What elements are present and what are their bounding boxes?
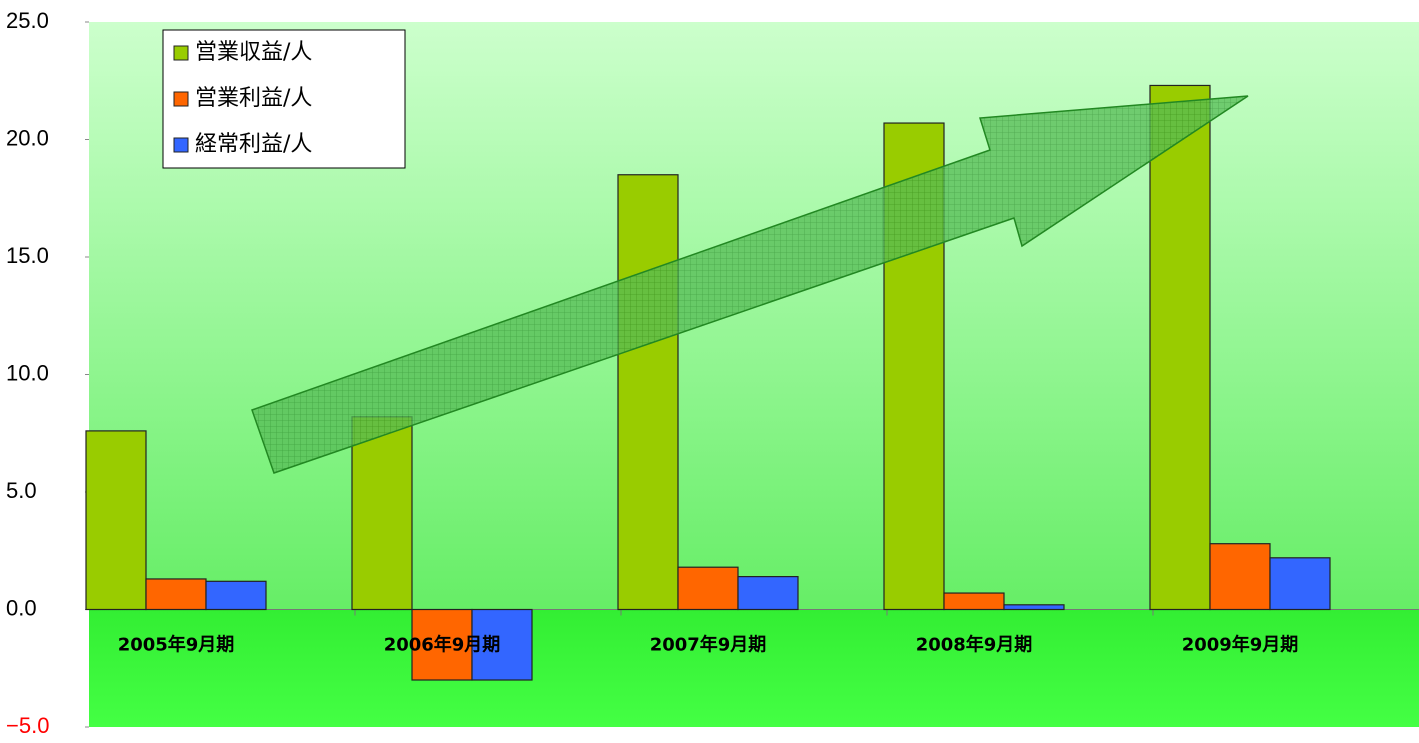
- bar: [943, 592, 1005, 611]
- bar: [471, 608, 533, 681]
- x-tick-label: 2008年9月期: [916, 634, 1033, 656]
- bar: [1149, 84, 1211, 611]
- x-tick-label: 2006年9月期: [384, 634, 501, 656]
- legend-swatch: [173, 45, 189, 61]
- x-tick-label: 2005年9月期: [118, 634, 235, 656]
- bar: [617, 174, 679, 611]
- bar: [1003, 604, 1065, 611]
- legend-box: [162, 29, 406, 169]
- legend-label: 経常利益/人: [195, 132, 312, 157]
- bar: [677, 566, 739, 611]
- bar: [737, 575, 799, 611]
- legend-swatch: [173, 91, 189, 107]
- bar: [85, 430, 147, 611]
- y-tick-label: 20.0: [6, 125, 49, 150]
- x-tick-label: 2007年9月期: [650, 634, 767, 656]
- bar: [1269, 557, 1331, 611]
- y-tick-label: 5.0: [6, 478, 37, 503]
- bar: [351, 416, 413, 611]
- bar: [205, 580, 267, 611]
- legend-label: 営業収益/人: [195, 40, 312, 65]
- y-tick-label: −5.0: [6, 713, 49, 738]
- legend-swatch: [173, 137, 189, 153]
- bar: [145, 578, 207, 611]
- trend-arrow: [251, 95, 1249, 474]
- y-tick-label: 15.0: [6, 243, 49, 268]
- y-tick-label: 0.0: [6, 595, 37, 620]
- legend-label: 営業利益/人: [195, 86, 312, 111]
- bar: [1209, 543, 1271, 611]
- bars: [85, 84, 1419, 681]
- labels: −5.0 0.0 5.0 10.0 15.0 20.0 25.0 2005年9月期 2006年9…: [6, 8, 1298, 738]
- x-tick-label: 2009年9月期: [1182, 634, 1299, 656]
- plot-area-lower: [89, 609, 1419, 727]
- y-tick-label: 25.0: [6, 8, 49, 33]
- y-tick-label: 10.0: [6, 360, 49, 385]
